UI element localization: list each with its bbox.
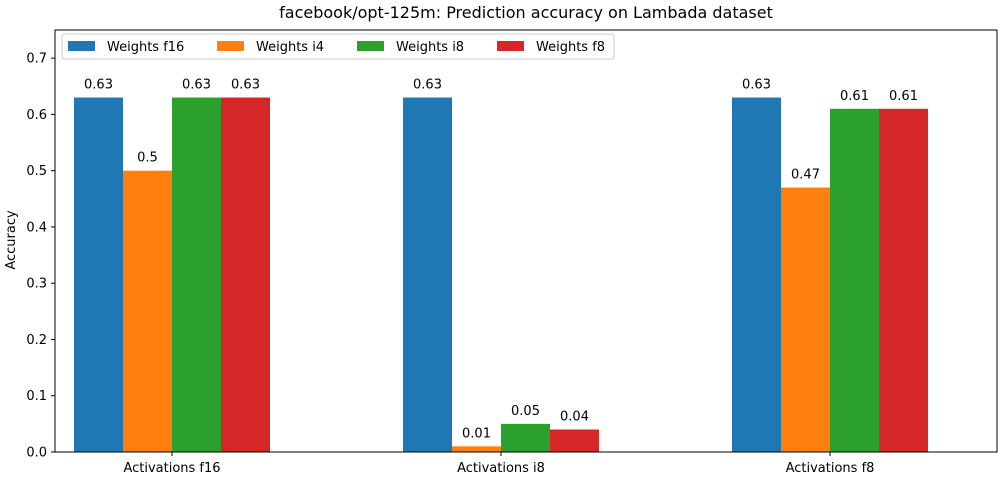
legend-label: Weights i4 — [256, 40, 324, 55]
bar-weights-f8-activations-i8 — [550, 429, 599, 452]
data-label: 0.05 — [511, 404, 540, 419]
bar-weights-i8-activations-f8 — [830, 108, 879, 453]
data-label: 0.5 — [137, 151, 158, 166]
bar-weights-i8-activations-f16 — [172, 97, 221, 453]
data-labels-group: 0.63 0.63 0.63 0.5 0.01 0.47 0.63 0.05 0.61 0.63 0… — [84, 78, 918, 442]
bars-group — [74, 97, 928, 453]
y-tick-label: 0.4 — [26, 220, 47, 235]
x-tick-label: Activations i8 — [457, 461, 545, 476]
bar-weights-f16-activations-f16 — [74, 97, 123, 453]
legend-swatch — [357, 41, 384, 51]
data-label: 0.01 — [462, 426, 491, 441]
y-tick-label: 0.7 — [26, 52, 47, 67]
y-tick-label: 0.5 — [26, 164, 47, 179]
legend-label: Weights f8 — [536, 40, 605, 55]
bar-weights-i8-activations-i8 — [501, 423, 550, 452]
plot-frame — [54, 29, 998, 453]
y-tick-label: 0.2 — [26, 333, 47, 348]
data-label: 0.63 — [742, 78, 771, 93]
x-tick-label: Activations f16 — [123, 461, 220, 476]
data-label: 0.61 — [840, 89, 869, 104]
legend-label: Weights i8 — [396, 40, 464, 55]
y-tick-label: 0.0 — [26, 446, 47, 461]
legend-swatch — [217, 41, 244, 51]
data-label: 0.04 — [560, 409, 589, 424]
legend-swatch — [68, 41, 95, 51]
y-tick-label: 0.6 — [26, 108, 47, 123]
bar-weights-i4-activations-f16 — [123, 170, 172, 452]
bar-weights-f16-activations-f8 — [732, 97, 781, 453]
bar-weights-f8-activations-f16 — [221, 97, 270, 453]
bar-weights-f16-activations-i8 — [403, 97, 452, 453]
y-tick-label: 0.1 — [26, 389, 47, 404]
legend-label: Weights f16 — [107, 40, 184, 55]
x-tick-label: Activations f8 — [786, 461, 875, 476]
data-label: 0.47 — [791, 168, 820, 183]
legend: Weights f16 Weights i4 Weights i8 Weights f… — [61, 33, 615, 60]
legend-box — [61, 33, 615, 60]
y-axis-label: Accuracy — [4, 210, 19, 270]
y-tick-label: 0.3 — [26, 277, 47, 292]
bar-weights-i4-activations-i8 — [452, 446, 501, 452]
data-label: 0.63 — [231, 78, 260, 93]
chart-title: facebook/opt-125m: Prediction accuracy o… — [279, 3, 773, 22]
data-label: 0.61 — [889, 89, 918, 104]
legend-swatch — [497, 41, 524, 51]
data-label: 0.63 — [413, 78, 442, 93]
y-axis: 0.0 0.1 0.2 0.3 0.4 0.5 0.6 0.7 — [26, 52, 55, 461]
x-axis: Activations f16 Activations i8 Activations… — [123, 452, 874, 476]
data-label: 0.63 — [84, 78, 113, 93]
data-label: 0.63 — [182, 78, 211, 93]
bar-weights-i4-activations-f8 — [781, 187, 830, 452]
bar-weights-f8-activations-f8 — [879, 108, 928, 453]
